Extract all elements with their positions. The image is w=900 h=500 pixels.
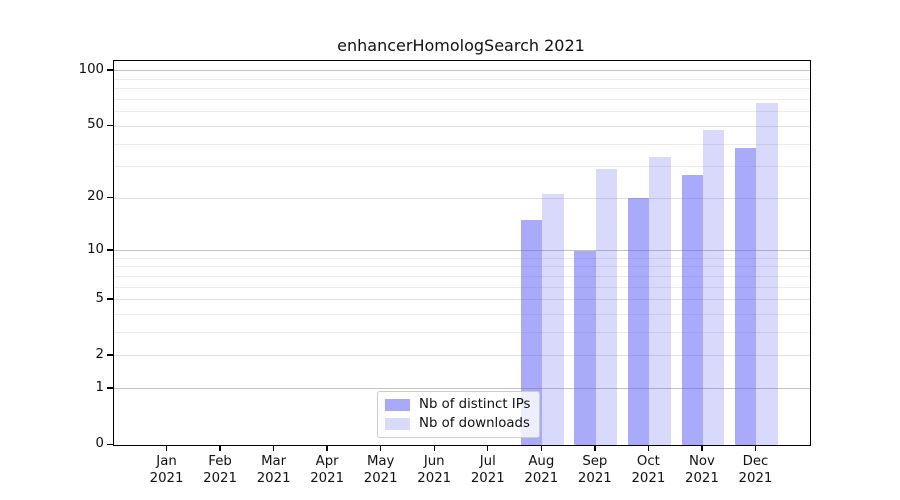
- x-tick-label-jan: Jan 2021: [149, 454, 184, 486]
- bar-ips-nov: [681, 174, 703, 445]
- x-tick-label-nov: Nov 2021: [685, 454, 719, 486]
- gridline-4: [114, 314, 810, 316]
- y-tick-label-10: 10: [87, 241, 104, 257]
- y-tick-label-50: 50: [87, 117, 104, 133]
- chart-title: enhancerHomologSearch 2021: [337, 36, 585, 55]
- y-tick-label-100: 100: [78, 61, 104, 77]
- bar-downloads-aug: [542, 194, 564, 445]
- gridline-3: [114, 332, 810, 334]
- legend-item-distinct-ips: Nb of distinct IPs: [385, 397, 530, 412]
- x-tick-label-oct: Oct 2021: [631, 454, 666, 486]
- y-tick-mark-10: [107, 249, 113, 251]
- x-tick-mark-jun: [433, 445, 435, 451]
- gridline-10: [114, 250, 810, 252]
- x-tick-mark-apr: [326, 445, 328, 451]
- gridline-40: [114, 143, 810, 145]
- x-tick-label-sep: Sep 2021: [577, 454, 612, 486]
- gridline-80: [114, 88, 810, 90]
- plot-area: [113, 60, 811, 446]
- y-tick-label-2: 2: [95, 346, 104, 362]
- x-tick-mark-may: [379, 445, 382, 451]
- x-tick-mark-jul: [487, 445, 489, 451]
- gridline-8: [114, 266, 810, 268]
- gridline-70: [114, 99, 810, 101]
- y-tick-mark-50: [107, 124, 113, 127]
- x-tick-mark-mar: [272, 445, 275, 451]
- y-tick-mark-0: [107, 443, 113, 445]
- x-tick-label-feb: Feb 2021: [203, 454, 237, 486]
- y-tick-mark-2: [107, 354, 113, 356]
- bar-downloads-dec: [756, 103, 778, 445]
- x-tick-mark-oct: [647, 445, 650, 451]
- bar-ips-sep: [574, 250, 596, 445]
- gridline-9: [114, 257, 810, 259]
- gridline-1: [114, 388, 810, 390]
- gridline-2: [114, 355, 810, 357]
- bar-ips-dec: [735, 148, 757, 445]
- y-tick-label-20: 20: [87, 189, 104, 205]
- gridline-20: [114, 197, 810, 199]
- gridline-5: [114, 299, 810, 301]
- legend-label-downloads: Nb of downloads: [419, 416, 530, 431]
- legend-swatch-downloads: [385, 417, 410, 430]
- legend-label-distinct-ips: Nb of distinct IPs: [419, 397, 531, 412]
- y-tick-mark-20: [107, 196, 113, 199]
- x-tick-mark-sep: [594, 445, 596, 451]
- x-tick-mark-feb: [219, 445, 221, 451]
- x-tick-mark-dec: [754, 445, 757, 451]
- x-tick-label-aug: Aug 2021: [524, 454, 559, 486]
- x-tick-label-apr: Apr 2021: [310, 454, 345, 486]
- y-tick-mark-100: [107, 69, 113, 71]
- x-tick-mark-jan: [165, 445, 168, 451]
- bar-downloads-sep: [595, 169, 618, 445]
- y-tick-label-5: 5: [95, 290, 104, 306]
- legend-item-downloads: Nb of downloads: [385, 416, 530, 431]
- x-tick-mark-nov: [701, 445, 703, 451]
- y-tick-mark-1: [107, 387, 113, 389]
- gridline-50: [114, 125, 810, 127]
- gridline-100: [114, 70, 810, 72]
- x-tick-label-dec: Dec 2021: [738, 454, 773, 486]
- x-tick-label-mar: Mar 2021: [256, 454, 291, 486]
- legend: Nb of distinct IPs Nb of downloads: [377, 391, 541, 438]
- bar-ips-aug: [520, 220, 543, 445]
- gridline-90: [114, 78, 810, 80]
- gridline-6: [114, 286, 810, 288]
- y-tick-mark-5: [107, 298, 113, 300]
- bar-downloads-oct: [649, 156, 671, 445]
- legend-swatch-distinct-ips: [385, 398, 410, 411]
- x-tick-label-may: May 2021: [363, 454, 398, 486]
- x-tick-label-jul: Jul 2021: [470, 454, 505, 486]
- gridline-30: [114, 166, 810, 168]
- bar-downloads-nov: [702, 129, 725, 445]
- y-tick-label-0: 0: [95, 436, 104, 451]
- bar-ips-oct: [627, 198, 650, 445]
- y-tick-label-1: 1: [95, 379, 104, 395]
- gridline-60: [114, 111, 810, 113]
- x-tick-mark-aug: [540, 445, 542, 451]
- gridline-7: [114, 275, 810, 277]
- x-tick-label-jun: Jun 2021: [417, 454, 452, 486]
